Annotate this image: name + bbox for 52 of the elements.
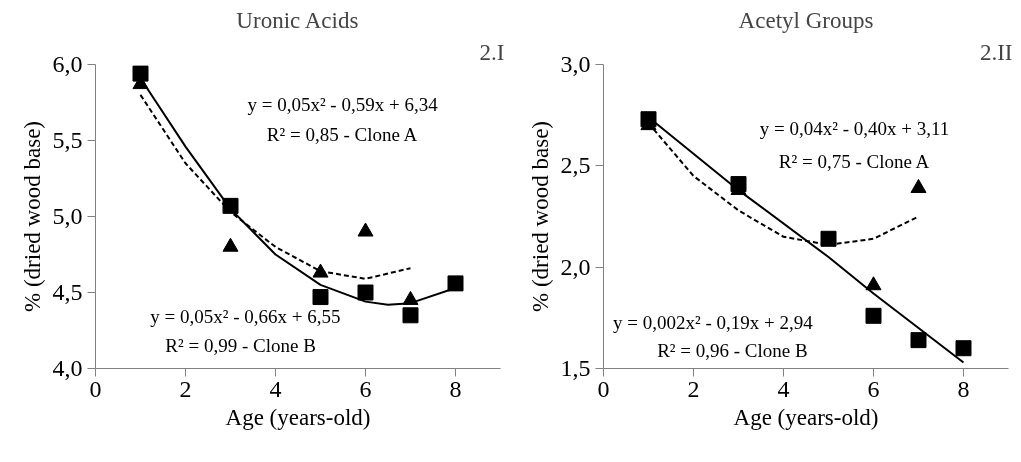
y-tick-label: 6,0 [52,51,83,77]
annotation: y = 0,05x² - 0,66x + 6,55 [150,306,341,328]
y-axis-title: % (dried wood base) [19,121,45,312]
y-tick-label: 4,5 [52,279,83,305]
point [910,178,927,193]
x-tick-label: 6 [359,375,372,402]
chart-title: Uronic Acids [236,7,359,33]
x-axis-title: Age (years-old) [225,404,371,430]
y-tick-label: 4,0 [52,355,83,381]
y-tick-label: 2,5 [560,152,591,179]
y-tick-label: 2,0 [560,253,591,280]
point [132,65,149,82]
point [357,284,374,301]
annotation: R² = 0,85 - Clone A [266,123,418,145]
point [865,307,882,324]
annotation: y = 0,05x² - 0,59x + 6,34 [247,93,439,115]
annotation: 2.I [479,39,505,65]
x-tick-label: 4 [777,375,790,402]
y-tick-label: 5,5 [52,127,83,153]
annotation: R² = 0,75 - Clone A [778,151,930,173]
point [447,275,464,292]
point [222,237,239,252]
point [222,197,239,214]
annotation: 2.II [979,39,1013,65]
y-tick-label: 1,5 [560,355,591,381]
annotation: y = 0,04x² - 0,40x + 3,11 [759,117,950,139]
y-tick-label: 5,0 [52,203,83,229]
x-tick-label: 2 [179,375,192,402]
point [312,263,329,278]
chart-title: Acetyl Groups [738,7,874,33]
point [357,222,374,237]
y-tick-label: 3,0 [560,51,591,77]
x-tick-label: 4 [269,375,282,402]
point [730,176,747,193]
x-tick-label: 8 [449,375,462,402]
x-tick-label: 0 [89,375,102,402]
point [865,276,882,291]
point [402,307,419,324]
point [955,340,972,357]
annotation: y = 0,002x² - 0,19x + 2,94 [613,312,814,334]
point [910,332,927,349]
y-axis-title: % (dried wood base) [527,121,553,312]
x-tick-label: 8 [957,375,970,402]
x-tick-label: 2 [687,375,700,402]
x-tick-label: 6 [867,375,880,402]
point [312,289,329,306]
x-tick-label: 0 [597,375,610,402]
annotation: R² = 0,96 - Clone B [657,339,808,361]
point [402,290,419,305]
x-axis-title: Age (years-old) [733,404,879,430]
annotation: R² = 0,99 - Clone B [165,335,316,357]
point [820,230,837,247]
